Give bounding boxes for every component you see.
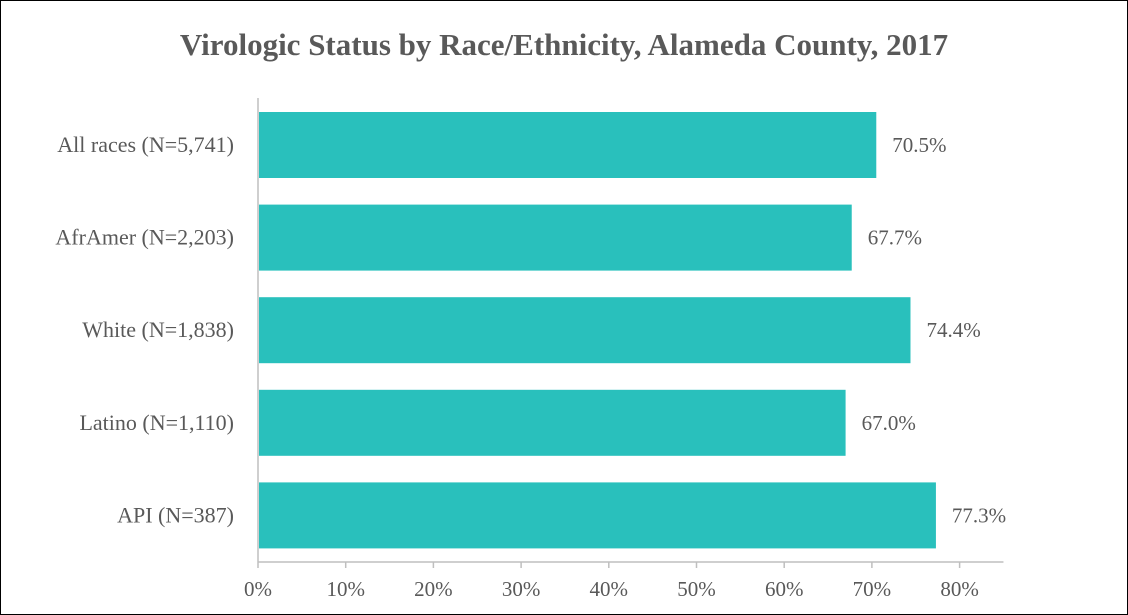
category-label: White (N=1,838): [82, 317, 234, 342]
x-tick-label: 60%: [765, 577, 804, 601]
x-tick-label: 20%: [414, 577, 453, 601]
bar: [259, 482, 936, 549]
data-label: 70.5%: [892, 133, 946, 157]
bar: [259, 204, 852, 271]
axis-layer: 0% 10% 20% 30% 40% 50% 60% 70% 80%: [244, 98, 1004, 601]
labels-layer: All races (N=5,741) 70.5% AfrAmer (N=2,203…: [55, 132, 1006, 527]
x-tick-label: 10%: [326, 577, 365, 601]
bar: [259, 112, 877, 178]
data-label: 74.4%: [926, 318, 980, 342]
data-label: 67.0%: [862, 411, 916, 435]
data-label: 67.7%: [868, 226, 922, 250]
category-label: Latino (N=1,110): [79, 410, 234, 435]
category-label: All races (N=5,741): [57, 132, 234, 157]
category-label: AfrAmer (N=2,203): [55, 225, 234, 250]
bar: [259, 297, 911, 364]
category-label: API (N=387): [117, 502, 234, 527]
x-tick-label: 70%: [853, 577, 892, 601]
x-tick-label: 40%: [590, 577, 629, 601]
chart-title: Virologic Status by Race/Ethnicity, Alam…: [179, 27, 949, 62]
data-label: 77.3%: [952, 503, 1006, 527]
x-tick-label: 30%: [502, 577, 541, 601]
x-tick-label: 80%: [940, 577, 979, 601]
bar: [259, 389, 846, 456]
x-tick-label: 50%: [677, 577, 716, 601]
x-tick-label: 0%: [244, 577, 272, 601]
bars-layer: [259, 112, 936, 549]
